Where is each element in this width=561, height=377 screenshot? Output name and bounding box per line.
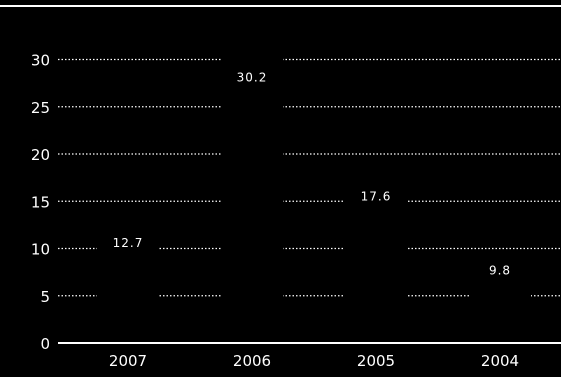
y-tick-label: 15 — [31, 193, 50, 211]
value-label-2007: 12.7 — [113, 236, 144, 250]
x-tick-label-2007: 2007 — [109, 352, 147, 370]
y-tick-label: 10 — [31, 241, 50, 259]
x-tick-label-2004: 2004 — [481, 352, 519, 370]
x-tick-label-2005: 2005 — [357, 352, 395, 370]
x-tick-label-2006: 2006 — [233, 352, 271, 370]
y-tick-label: 25 — [31, 99, 50, 117]
bars — [97, 57, 531, 344]
value-labels: 12.7 30.2 17.6 9.8 — [113, 71, 511, 278]
bar-2006 — [221, 57, 283, 344]
bar-2005 — [345, 176, 407, 343]
y-tick-label: 20 — [31, 146, 50, 164]
x-axis-ticks: 2007 2006 2005 2004 — [109, 352, 519, 370]
y-tick-label: 0 — [40, 335, 50, 353]
bar-2004 — [469, 250, 531, 343]
bar-2007 — [97, 222, 159, 343]
value-label-2005: 17.6 — [361, 190, 392, 204]
value-label-2006: 30.2 — [237, 71, 268, 85]
value-label-2004: 9.8 — [489, 263, 511, 277]
y-tick-label: 30 — [31, 52, 50, 70]
y-tick-label: 5 — [40, 288, 50, 306]
y-axis-ticks: 0 5 10 15 20 25 30 — [31, 52, 50, 354]
